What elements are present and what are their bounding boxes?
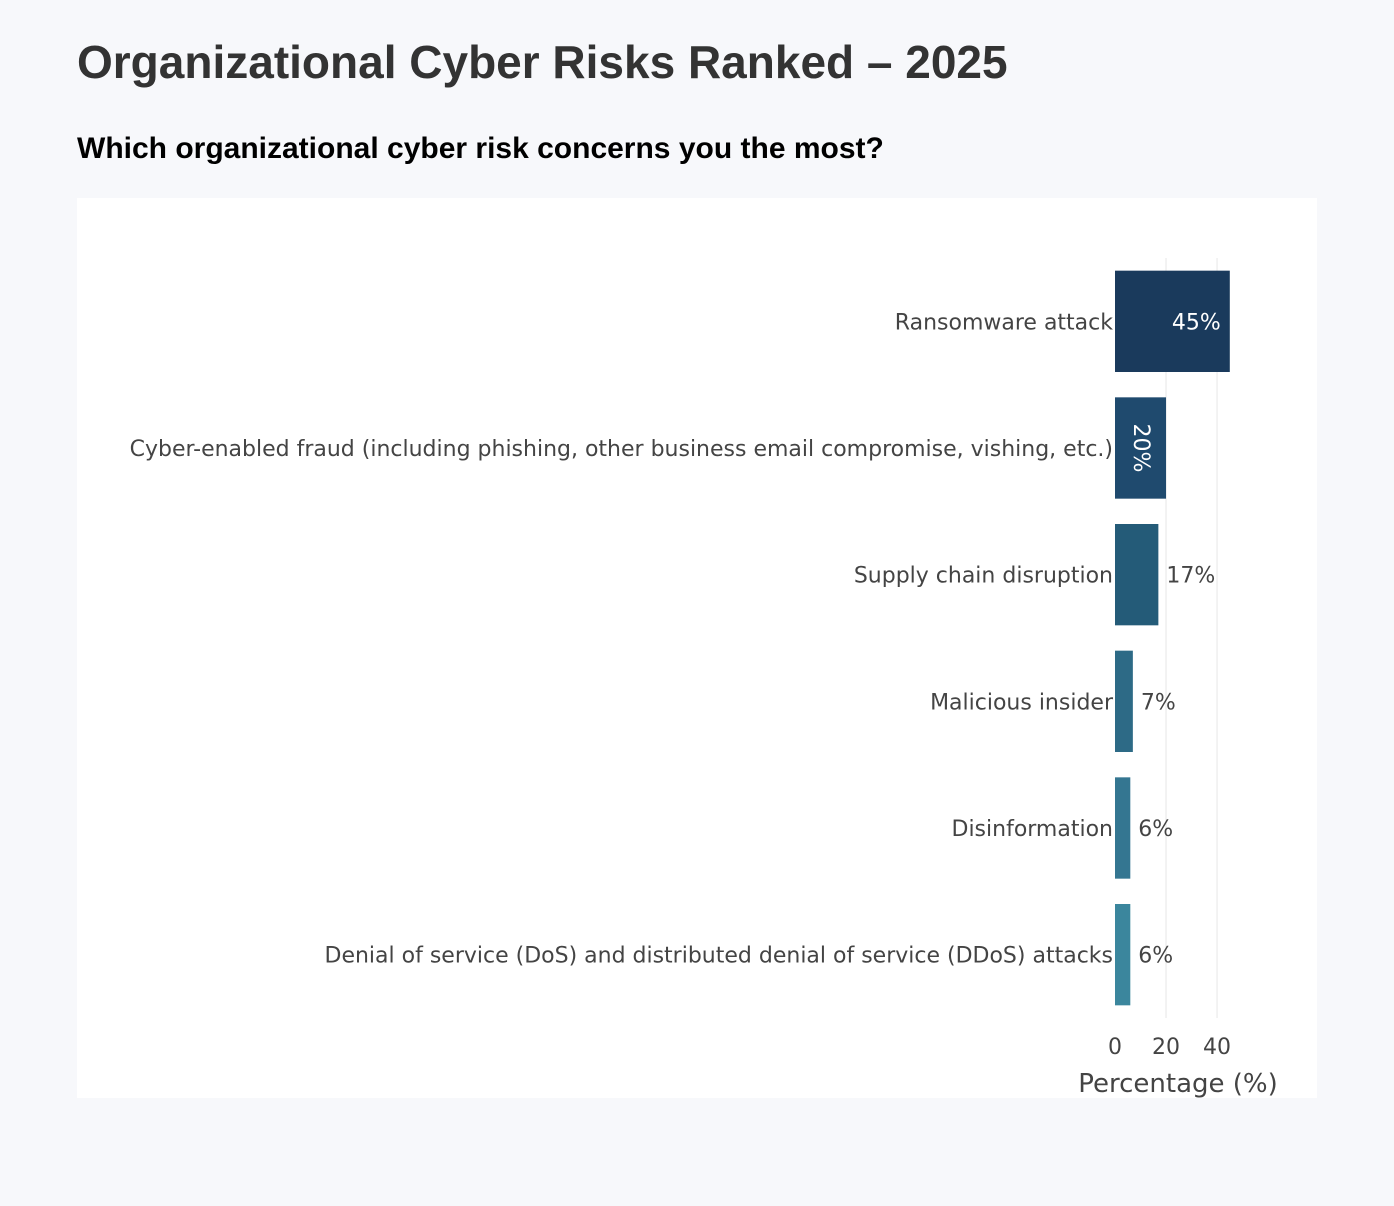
- category-label: Malicious insider: [930, 690, 1114, 715]
- value-label: 7%: [1141, 690, 1176, 715]
- value-label: 20%: [1128, 424, 1153, 473]
- x-tick-label: 40: [1203, 1035, 1231, 1060]
- gridlines: [1165, 258, 1218, 1018]
- value-label: 45%: [1172, 310, 1221, 335]
- category-label: Denial of service (DoS) and distributed …: [325, 944, 1114, 969]
- category-labels: Ransomware attack Cyber-enabled fraud (in…: [130, 310, 1114, 968]
- x-axis-title: Percentage (%): [1078, 1069, 1278, 1098]
- value-labels: 45% 20% 17% 7% 6% 6%: [1128, 310, 1221, 968]
- bars: [1115, 270, 1230, 1006]
- category-label: Ransomware attack: [895, 310, 1113, 335]
- category-label: Supply chain disruption: [854, 564, 1113, 589]
- x-tick-label: 20: [1152, 1035, 1180, 1060]
- bar[interactable]: [1115, 397, 1167, 499]
- page-title: Organizational Cyber Risks Ranked – 2025: [77, 36, 1008, 88]
- x-axis-ticks: 0 20 40: [1108, 1035, 1231, 1060]
- bar[interactable]: [1115, 524, 1159, 626]
- value-label: 17%: [1166, 564, 1215, 589]
- bar-chart: Ransomware attack Cyber-enabled fraud (in…: [130, 258, 1278, 1098]
- bar[interactable]: [1115, 777, 1131, 879]
- category-label: Cyber-enabled fraud (including phishing,…: [130, 437, 1113, 462]
- bar[interactable]: [1115, 650, 1133, 752]
- survey-question: Which organizational cyber risk concerns…: [77, 132, 884, 165]
- bar[interactable]: [1115, 270, 1230, 372]
- value-label: 6%: [1138, 817, 1173, 842]
- x-tick-label: 0: [1108, 1035, 1122, 1060]
- category-label: Disinformation: [952, 817, 1114, 842]
- value-label: 6%: [1138, 944, 1173, 969]
- chart-panel: Ransomware attack Cyber-enabled fraud (in…: [77, 198, 1317, 1098]
- bar[interactable]: [1115, 904, 1131, 1006]
